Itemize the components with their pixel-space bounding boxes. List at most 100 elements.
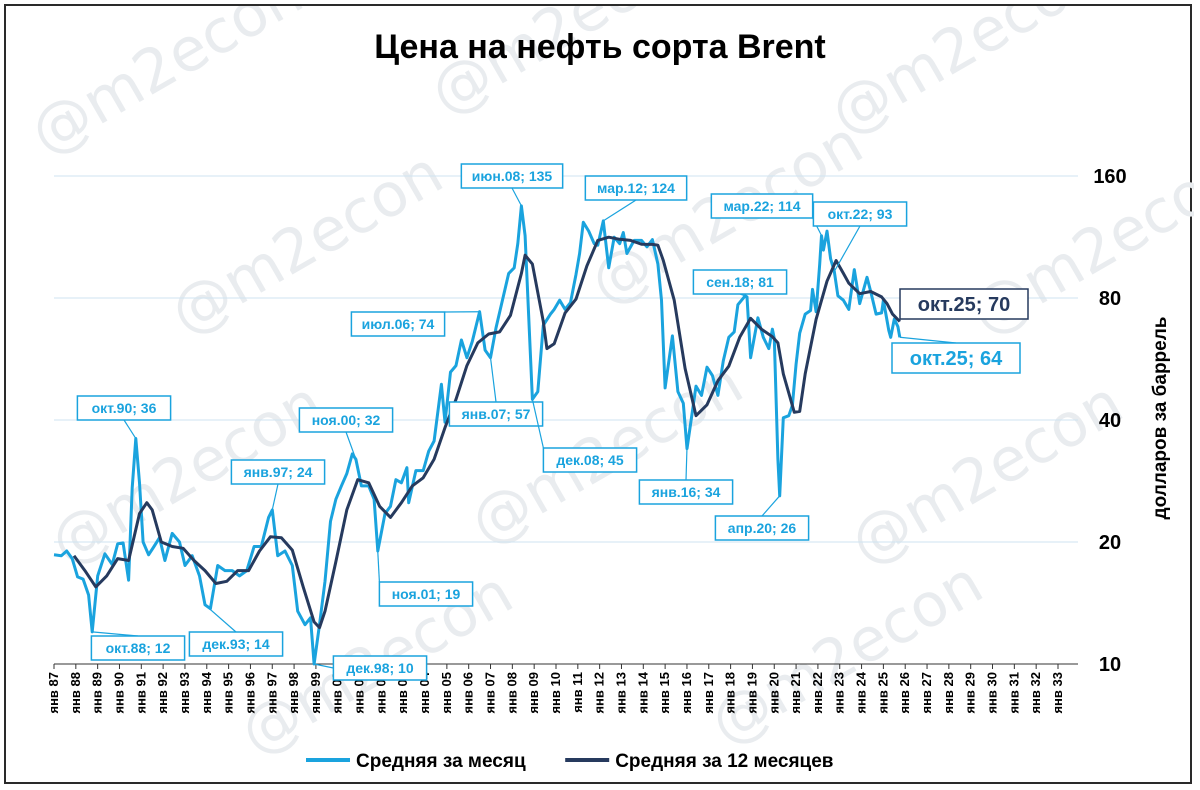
x-tick-label: янв 89 (90, 672, 105, 714)
annotation-label: окт.25; 64 (910, 348, 1003, 370)
x-tick-label: янв 17 (701, 672, 716, 714)
x-tick-label: янв 24 (854, 671, 869, 713)
x-tick-label: янв 33 (1050, 672, 1065, 714)
chart-frame: @m2econ @m2econ @m2econ @m2econ @m2econ @m2ec… (4, 4, 1195, 784)
annotation: дек.08; 45 (531, 399, 638, 473)
annotation-box (76, 395, 172, 421)
annotation-leader (899, 336, 957, 344)
annotation-label: мар.12; 124 (597, 180, 675, 196)
annotation-label: янв.97; 24 (244, 464, 313, 480)
annotation-leader (833, 225, 861, 272)
annotation-label: янв.16; 34 (652, 484, 721, 500)
x-tick-label: янв 05 (439, 672, 454, 714)
x-tick-label: янв 91 (133, 672, 148, 714)
annotation-box (332, 655, 428, 681)
annotation-label: дек.08; 45 (556, 452, 623, 468)
x-tick-label: янв 26 (897, 672, 912, 714)
x-tick-label: янв 14 (635, 671, 650, 713)
annotation-box (542, 447, 638, 473)
annotation-box (891, 342, 1021, 374)
x-tick-label: янв 08 (504, 672, 519, 714)
legend-item-monthly: Средняя за месяц (306, 751, 526, 772)
annotation-box (350, 311, 446, 337)
legend: Средняя за месяц Средняя за 12 месяцев (306, 751, 833, 772)
annotation-label: янв.07; 57 (462, 406, 531, 422)
annotation: ноя.00; 32 (298, 407, 394, 460)
annotation: дек.93; 14 (188, 604, 284, 657)
y-tick-label: 10 (1099, 654, 1121, 676)
x-tick-label: янв 97 (264, 672, 279, 714)
chart: @m2econ @m2econ @m2econ@m2econ @m2econ @m2ec… (19, 6, 1195, 772)
x-axis: янв 87 янв 88 янв 89 янв 90 янв 91 янв 92 янв … (46, 663, 1078, 714)
annotation-leader (377, 550, 380, 583)
annotation: сен.18; 81 (692, 269, 788, 297)
annotation-leader (123, 419, 137, 439)
annotation-box (378, 581, 474, 607)
x-tick-label: янв 02 (373, 672, 388, 714)
watermark-text: @m2econ (19, 6, 315, 169)
annotation-label: июл.06; 74 (362, 316, 435, 332)
annotation: окт.25; 70 (899, 288, 1029, 322)
x-tick-label: янв 03 (395, 672, 410, 714)
annotation-leader (511, 187, 522, 207)
y-axis-label: долларов за баррель (1150, 317, 1171, 520)
legend-label: Средняя за 12 месяцев (615, 751, 833, 772)
x-tick-label: янв 21 (788, 672, 803, 714)
x-tick-label: янв 31 (1006, 672, 1021, 714)
annotation-box (714, 515, 810, 541)
x-tick-label: янв 88 (68, 672, 83, 714)
annotation: июл.06; 74 (350, 311, 480, 337)
x-tick-label: янв 16 (679, 672, 694, 714)
x-tick-label: янв 04 (417, 671, 432, 713)
annotation-leader (761, 495, 781, 517)
annotation-box (692, 269, 788, 295)
x-tick-label: янв 06 (461, 672, 476, 714)
annotation-box (584, 175, 688, 201)
annotation-label: дек.93; 14 (202, 636, 269, 652)
x-tick-label: янв 20 (766, 672, 781, 714)
annotation-box (812, 201, 908, 227)
annotation-box (188, 631, 284, 657)
annotation: июн.08; 135 (460, 163, 564, 207)
y-axis-ticks: 10 20 40 80 160 (1093, 166, 1126, 676)
annotation-box (899, 288, 1029, 320)
x-tick-label: янв 96 (242, 672, 257, 714)
annotation-leader (313, 663, 334, 669)
x-tick-label: янв 10 (548, 672, 563, 714)
annotation: янв.16; 34 (638, 448, 734, 505)
annotation-label: окт.22; 93 (828, 206, 893, 222)
annotation: мар.12; 124 (584, 175, 688, 222)
annotation-leader (204, 604, 237, 633)
annotation-box (638, 479, 734, 505)
annotation-box (448, 401, 544, 427)
y-tick-label: 20 (1099, 532, 1121, 554)
annotation-leader (685, 448, 688, 481)
y-tick-label: 80 (1099, 288, 1121, 310)
annotation-label: сен.18; 81 (706, 274, 774, 290)
watermark-text: @m2econ (839, 368, 1135, 579)
annotation: окт.25; 64 (891, 336, 1021, 374)
x-tick-label: янв 29 (963, 672, 978, 714)
y-tick-label: 160 (1093, 166, 1126, 188)
annotation-leader (271, 483, 279, 511)
x-tick-label: янв 99 (308, 672, 323, 714)
annotation: дек.98; 10 (313, 655, 428, 681)
x-tick-label: янв 28 (941, 672, 956, 714)
x-tick-label: янв 30 (985, 672, 1000, 714)
x-tick-label: янв 07 (483, 672, 498, 714)
x-tick-label: янв 90 (111, 672, 126, 714)
y-tick-label: 40 (1099, 410, 1121, 432)
x-tick-label: янв 01 (352, 672, 367, 714)
annotation-label: мар.22; 114 (723, 198, 800, 214)
annotation: янв.97; 24 (230, 459, 326, 511)
x-tick-label: янв 27 (919, 672, 934, 714)
x-tick-label: янв 32 (1028, 672, 1043, 714)
annotation-leader (489, 357, 497, 403)
annotation-leader (602, 199, 637, 222)
x-tick-label: янв 13 (613, 672, 628, 714)
legend-item-annual: Средняя за 12 месяцев (565, 751, 833, 772)
annotation-label: дек.98; 10 (346, 660, 413, 676)
annotation-label: июн.08; 135 (472, 168, 553, 184)
annotation-label: окт.25; 70 (918, 294, 1011, 316)
annotation-leader (345, 431, 357, 460)
